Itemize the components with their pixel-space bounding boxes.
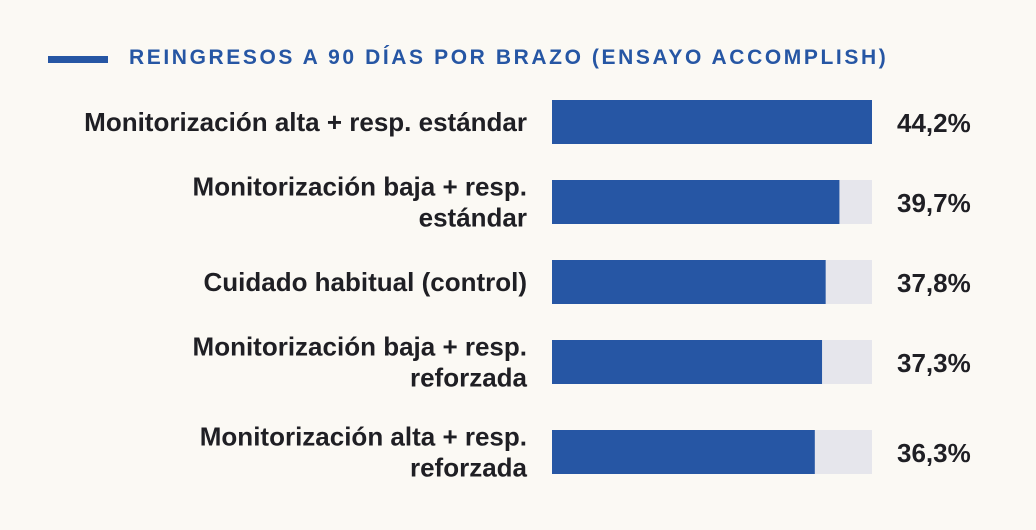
value-label: 37,8%	[897, 268, 971, 298]
category-label: Monitorización alta + resp. estándar	[84, 107, 527, 137]
category-label: Monitorización baja + resp. estándar	[193, 172, 527, 233]
chart-title: REINGRESOS A 90 DÍAS POR BRAZO (ENSAYO A…	[129, 46, 889, 69]
bar	[552, 430, 815, 474]
value-label: 37,3%	[897, 348, 971, 378]
bar	[552, 260, 826, 304]
category-label: Monitorización alta + resp. reforzada	[200, 422, 528, 483]
bar-row: Monitorización baja + resp. estándar 39,7%	[193, 172, 971, 233]
value-label: 44,2%	[897, 108, 971, 138]
bar-row: Monitorización baja + resp. reforzada 37,3…	[193, 332, 971, 393]
title-accent-bar	[48, 56, 108, 63]
bar	[552, 180, 840, 224]
bar-row: Monitorización alta + resp. reforzada 36,3…	[200, 422, 971, 483]
bar-row: Cuidado habitual (control) 37,8%	[203, 260, 971, 304]
bar	[552, 100, 872, 144]
bar	[552, 340, 823, 384]
bar-row: Monitorización alta + resp. estándar 44,2…	[84, 100, 971, 144]
value-label: 36,3%	[897, 438, 971, 468]
value-label: 39,7%	[897, 188, 971, 218]
category-label: Monitorización baja + resp. reforzada	[193, 332, 528, 393]
category-label: Cuidado habitual (control)	[203, 267, 527, 297]
